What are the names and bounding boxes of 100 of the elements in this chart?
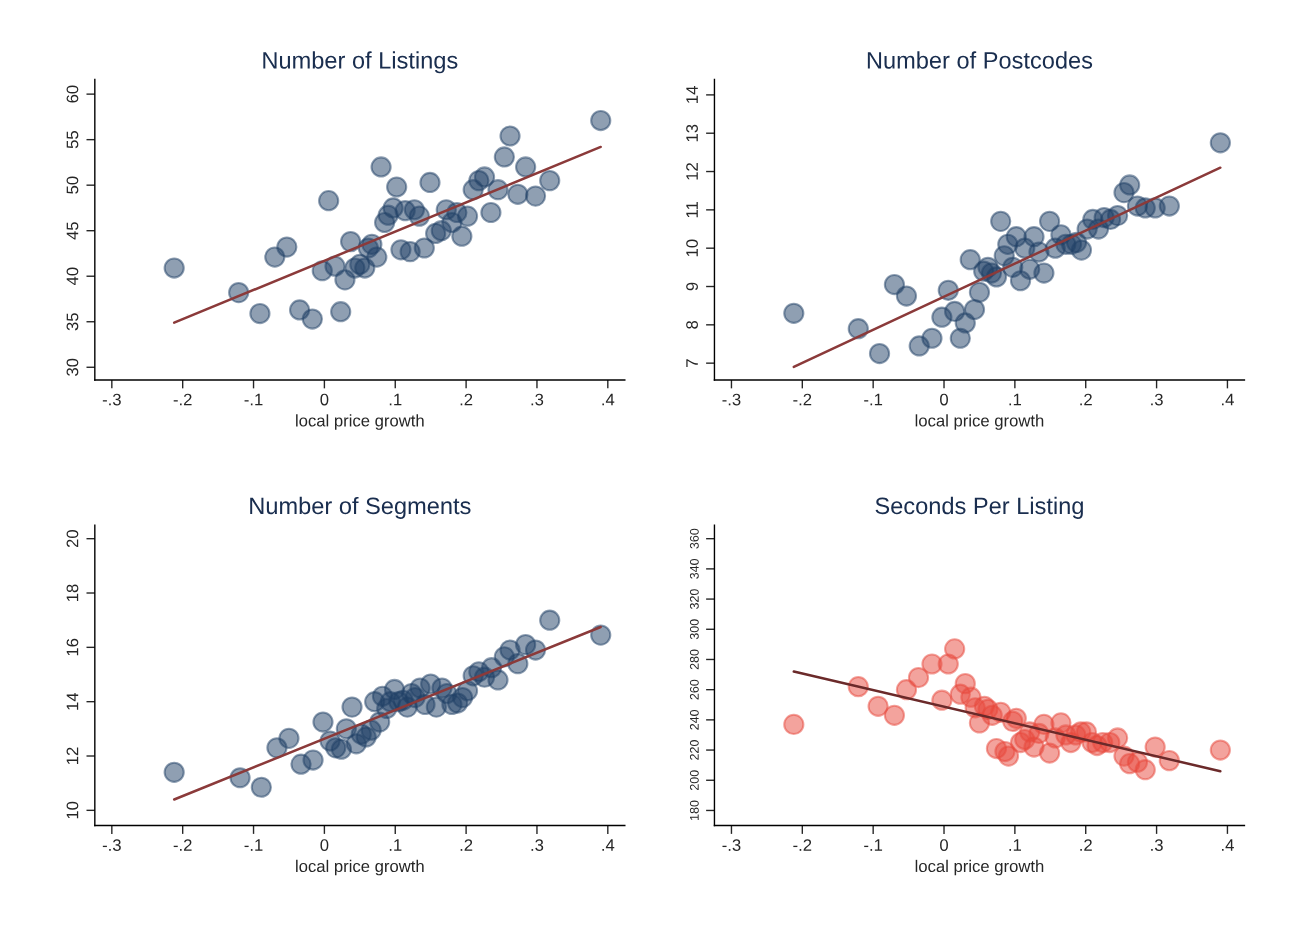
chart-title: Number of Postcodes [867, 51, 1093, 69]
y-tick-label: 50 [66, 176, 79, 194]
x-axis-title: local price growth [296, 859, 424, 876]
point [868, 342, 891, 365]
x-tick-label: .2 [1080, 839, 1092, 851]
point [1033, 262, 1055, 284]
point [990, 210, 1012, 232]
y-tick-label: 30 [66, 358, 79, 376]
x-tick-label: -.1 [864, 839, 883, 851]
point [959, 249, 981, 271]
point [163, 257, 185, 279]
point [1134, 759, 1156, 781]
point [487, 669, 509, 691]
y-tick-label: 180 [689, 800, 699, 820]
y-tick-label: 220 [689, 740, 699, 760]
x-tick-label: -.1 [864, 393, 883, 406]
point [302, 749, 324, 771]
point [341, 696, 363, 718]
y-tick-label: 35 [66, 313, 79, 331]
point [783, 713, 805, 736]
y-tick-label: 340 [689, 558, 699, 579]
x-tick-label: .3 [531, 839, 544, 851]
x-tick-label: .3 [1151, 393, 1163, 406]
point [883, 704, 906, 726]
point [276, 236, 298, 258]
y-tick-label: 300 [689, 619, 699, 640]
point [163, 761, 185, 783]
point [968, 281, 991, 303]
point [539, 170, 561, 192]
point [419, 171, 441, 194]
point [1119, 174, 1141, 196]
point [1070, 239, 1093, 261]
y-tick-label: 60 [66, 85, 79, 103]
y-tick-label: 12 [66, 747, 79, 764]
chart-title: Number of Listings [263, 51, 458, 74]
x-tick-label: .2 [460, 393, 473, 406]
point [451, 225, 473, 247]
x-tick-label: -.2 [173, 839, 192, 851]
point [370, 156, 392, 178]
x-tick-label: .1 [389, 839, 402, 851]
y-tick-label: 8 [686, 320, 698, 329]
point [456, 205, 479, 227]
y-tick-label: 260 [689, 679, 699, 700]
point [1158, 195, 1180, 217]
y-tick-label: 14 [66, 692, 79, 710]
x-tick-label: .3 [531, 393, 544, 406]
x-tick-label: -.3 [102, 839, 121, 851]
x-tick-label: .4 [602, 839, 615, 851]
point [250, 776, 272, 798]
point [330, 301, 352, 323]
point [963, 298, 986, 321]
y-tick-label: 55 [66, 131, 79, 149]
point [499, 125, 521, 147]
y-tick-label: 11 [686, 202, 698, 218]
x-axis-title: local price growth [915, 859, 1044, 876]
y-tick-label: 7 [686, 359, 698, 367]
point [524, 185, 547, 207]
x-tick-label: -.3 [722, 393, 741, 406]
chart-title: Seconds Per Listing [875, 496, 1083, 519]
point [249, 302, 271, 325]
point [1107, 727, 1129, 749]
x-tick-label: .4 [1222, 393, 1234, 406]
y-tick-label: 45 [66, 222, 79, 240]
x-tick-label: .1 [1009, 839, 1022, 851]
x-tick-label: .4 [602, 393, 615, 406]
y-tick-label: 12 [686, 163, 698, 180]
point [473, 166, 496, 188]
point [318, 190, 340, 212]
x-axis-title: local price growth [915, 414, 1044, 430]
point [493, 146, 515, 168]
y-tick-label: 280 [689, 649, 699, 670]
point [386, 176, 408, 198]
x-tick-label: -.2 [793, 839, 812, 851]
point [366, 246, 388, 268]
y-tick-label: 13 [686, 124, 698, 142]
point [895, 285, 918, 307]
x-tick-label: .1 [1009, 393, 1022, 406]
y-tick-label: 240 [689, 709, 699, 730]
x-axis-title: local price growth [296, 414, 424, 430]
y-tick-label: 14 [686, 86, 698, 103]
point [1038, 210, 1061, 232]
chart-title: Number of Segments [250, 496, 471, 519]
point [515, 156, 537, 178]
point [301, 308, 323, 330]
y-tick-label: 10 [66, 801, 79, 819]
x-tick-label: .2 [460, 839, 473, 851]
y-tick-label: 200 [689, 770, 699, 791]
point [907, 666, 930, 689]
point [278, 727, 300, 749]
x-tick-label: -.3 [722, 839, 741, 851]
y-tick-label: 20 [66, 530, 79, 548]
point [1209, 132, 1231, 154]
point [997, 745, 1020, 767]
y-tick-label: 18 [66, 584, 79, 602]
point [507, 183, 529, 205]
point [944, 638, 966, 660]
point [783, 302, 805, 324]
x-tick-label: -.3 [102, 393, 121, 406]
x-tick-label: .2 [1080, 393, 1092, 406]
x-tick-label: .1 [389, 393, 402, 406]
